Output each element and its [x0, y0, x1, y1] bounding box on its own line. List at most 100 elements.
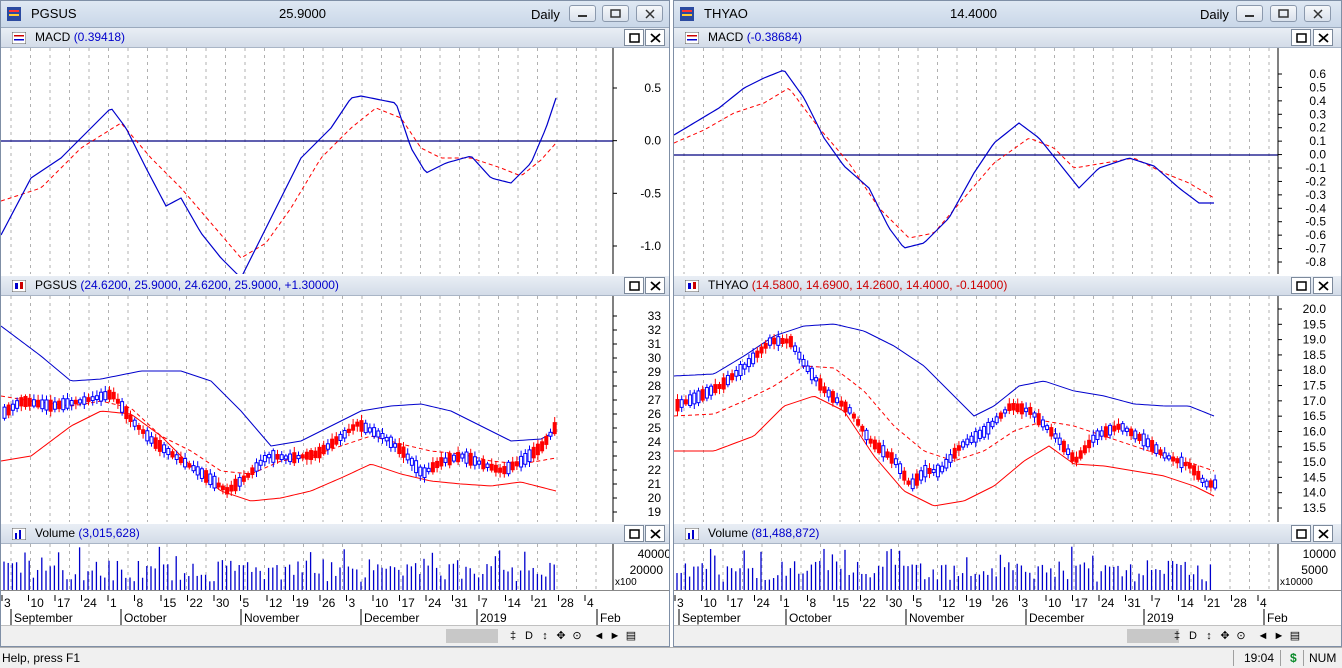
close-icon — [650, 529, 661, 539]
candle-body — [422, 467, 427, 479]
candle-body — [923, 465, 928, 478]
window-titlebar[interactable]: PGSUS 25.9000 Daily — [1, 1, 669, 28]
date-tick-label: 17 — [57, 596, 71, 610]
pane-maximize-button[interactable] — [624, 29, 644, 46]
y-tick-label: 10000 — [1303, 547, 1337, 561]
pane-close-button[interactable] — [1313, 277, 1333, 294]
price-pane[interactable]: PGSUS (24.6200, 25.9000, 24.6200, 25.900… — [1, 276, 669, 522]
candle-body — [212, 475, 217, 489]
candle-body — [1124, 427, 1129, 432]
scroll-tool-button[interactable]: ‡ — [1173, 630, 1181, 642]
candle-body — [216, 482, 221, 488]
scroll-tool-button[interactable]: ✥ — [1220, 630, 1230, 642]
window-symbol: PGSUS — [31, 6, 77, 21]
y-tick-label: 18.0 — [1303, 363, 1327, 377]
y-tick-label: -0.3 — [1305, 188, 1326, 202]
scroll-tool-button[interactable]: ⊙ — [572, 630, 582, 642]
pane-close-button[interactable] — [645, 525, 665, 542]
scroll-tool-button[interactable]: ▤ — [1289, 630, 1301, 642]
date-axis: 3 10 17 24 1 8 15 22 30 5 12 19 26 3 10 17 24 31 7 14 21 28 4 S… — [674, 590, 1341, 625]
y-tick-label: 19 — [648, 505, 662, 519]
candle-body — [99, 391, 104, 402]
candle-body — [1007, 403, 1012, 411]
chart-window-thyao[interactable]: THYAO 14.4000 Daily MACD (-0.38684) 0.6 0… — [673, 0, 1342, 647]
candle-body — [309, 450, 314, 460]
candle-body — [393, 443, 398, 448]
candle-body — [195, 466, 200, 476]
close-button[interactable] — [1304, 5, 1331, 22]
scroll-tool-button[interactable]: ▤ — [625, 630, 637, 642]
pane-maximize-button[interactable] — [1291, 525, 1311, 542]
volume-pane[interactable]: Volume (3,015,628) 40000 20000 x100 — [1, 524, 669, 590]
scroll-tool-button[interactable]: ↕ — [542, 630, 548, 642]
volume-label: Volume (81,488,872) — [708, 526, 820, 540]
scroll-tool-button[interactable]: D — [1189, 630, 1197, 642]
minimize-button[interactable] — [569, 5, 596, 22]
minimize-button[interactable] — [1236, 5, 1263, 22]
candle-body — [1087, 439, 1092, 449]
y-tick-label: -0.5 — [1305, 215, 1326, 229]
scroll-tool-button[interactable]: ‡ — [509, 630, 517, 642]
candle-body — [128, 414, 133, 423]
macd-line — [674, 70, 1214, 249]
macd-pane[interactable]: MACD (-0.38684) 0.6 0.5 0.4 0.3 0.2 0.1 0.0 -0.… — [674, 28, 1341, 274]
pane-maximize-button[interactable] — [1291, 29, 1311, 46]
candle-body — [233, 478, 238, 492]
candle-body — [456, 451, 461, 463]
candle-body — [170, 451, 175, 458]
scroll-tool-button[interactable]: ► — [1273, 630, 1285, 642]
y-tick-label: 26 — [648, 407, 662, 421]
macd-plot[interactable]: 0.5 0.0 -0.5 -1.0 — [1, 48, 669, 274]
price-pane[interactable]: THYAO (14.5800, 14.6900, 14.2600, 14.400… — [674, 276, 1341, 522]
macd-pane[interactable]: MACD (0.39418) 0.5 0.0 -0.5 -1.0 — [1, 28, 669, 274]
close-icon — [645, 9, 655, 19]
candle-body — [1112, 425, 1117, 432]
pane-close-button[interactable] — [1313, 29, 1333, 46]
price-plot[interactable]: 20.019.5 19.018.518.0 17.517.016.516.0 15.5… — [674, 296, 1341, 522]
date-tick-label: 17 — [1075, 596, 1089, 610]
restore-button[interactable] — [1270, 5, 1297, 22]
volume-icon — [12, 528, 26, 540]
chart-app-icon — [680, 7, 694, 21]
window-titlebar[interactable]: THYAO 14.4000 Daily — [674, 1, 1341, 28]
scroll-tool-button[interactable]: ◄ — [1257, 630, 1269, 642]
y-tick-label: 25 — [648, 421, 662, 435]
candle-body — [342, 430, 347, 439]
scroll-tool-button[interactable]: ✥ — [556, 630, 566, 642]
scroll-thumb[interactable] — [446, 629, 498, 643]
pane-close-button[interactable] — [645, 277, 665, 294]
pane-maximize-button[interactable] — [624, 277, 644, 294]
scroll-tool-button[interactable]: D — [525, 630, 533, 642]
scroll-thumb[interactable] — [1127, 629, 1179, 643]
month-label: November — [244, 611, 299, 625]
scroll-tool-button[interactable]: ◄ — [593, 630, 605, 642]
maximize-icon — [629, 529, 640, 539]
scroll-tool-button[interactable]: ► — [609, 630, 621, 642]
candle-body — [313, 450, 318, 459]
chart-window-pgsus[interactable]: PGSUS 25.9000 Daily MACD (0.39418) 0.5 0.… — [0, 0, 670, 647]
maximize-icon — [1296, 33, 1307, 43]
candle-body — [535, 443, 540, 456]
restore-button[interactable] — [602, 5, 629, 22]
pane-close-button[interactable] — [1313, 525, 1333, 542]
pane-maximize-button[interactable] — [624, 525, 644, 542]
y-tick-label: 13.5 — [1303, 501, 1327, 515]
scroll-tool-button[interactable]: ↕ — [1206, 630, 1212, 642]
date-tick-label: 12 — [942, 596, 956, 610]
close-button[interactable] — [636, 5, 663, 22]
chart-scrollbar[interactable]: ‡ D ↕ ✥ ⊙ ◄ ► ▤ — [674, 625, 1341, 646]
macd-plot[interactable]: 0.60.50.40.30.20.10.0-0.1-0.2-0.3-0.4-0.… — [674, 48, 1341, 274]
pane-maximize-button[interactable] — [1291, 277, 1311, 294]
candle-body — [132, 419, 137, 427]
candle-body — [2, 406, 7, 419]
volume-pane[interactable]: Volume (81,488,872) 10000 5000 x10000 — [674, 524, 1341, 590]
pane-close-button[interactable] — [645, 29, 665, 46]
macd-label: MACD (-0.38684) — [708, 30, 803, 44]
bollinger-lower — [1, 410, 557, 502]
candle-body — [856, 419, 861, 426]
chart-scrollbar[interactable]: ‡ D ↕ ✥ ⊙ ◄ ► ▤ — [1, 625, 669, 646]
scroll-tool-button[interactable]: ⊙ — [1236, 630, 1246, 642]
